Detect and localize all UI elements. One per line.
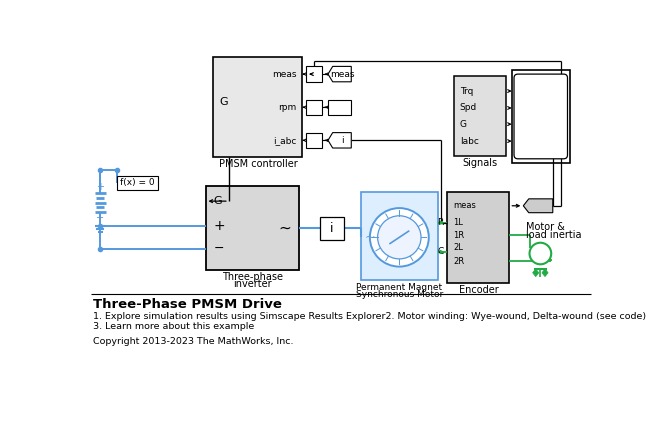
Polygon shape [533,269,539,277]
Bar [307,133,322,148]
Bar [307,99,322,115]
Text: 3. Learn more about this example: 3. Learn more about this example [93,322,255,331]
Text: 1L: 1L [454,218,464,227]
Text: 2L: 2L [454,243,464,252]
Bar [328,99,351,115]
FancyBboxPatch shape [514,74,567,159]
Text: i: i [330,221,334,235]
Text: G: G [213,196,222,206]
Text: ~: ~ [278,221,291,235]
Bar [117,176,158,190]
Text: 1. Explore simulation results using Simscape Results Explorer2. Motor winding: W: 1. Explore simulation results using Sims… [93,312,646,321]
Text: meas: meas [529,201,553,210]
Text: inverter: inverter [233,279,271,289]
Text: meas: meas [330,70,354,79]
Polygon shape [523,199,553,212]
Text: i: i [340,136,343,145]
Text: ~: ~ [364,231,375,244]
Text: PMSM controller: PMSM controller [219,159,297,169]
Text: 1R: 1R [454,230,465,240]
Circle shape [378,216,421,259]
Bar [205,186,299,270]
Circle shape [529,243,551,264]
Text: Iabc: Iabc [460,136,479,146]
Bar [511,70,570,163]
Text: G: G [219,97,228,107]
Text: R: R [438,218,444,227]
Text: i_abc: i_abc [273,136,296,145]
Text: load inertia: load inertia [525,230,581,240]
Bar [319,217,344,240]
Polygon shape [328,133,351,148]
Text: Spd: Spd [460,103,477,113]
Polygon shape [542,269,548,277]
Text: f(x) = 0: f(x) = 0 [120,178,155,187]
Bar [448,192,509,283]
Text: Three-Phase PMSM Drive: Three-Phase PMSM Drive [93,298,282,311]
Text: Motor &: Motor & [525,221,565,232]
Text: Copyright 2013-2023 The MathWorks, Inc.: Copyright 2013-2023 The MathWorks, Inc. [93,337,294,346]
Bar [454,76,506,156]
Text: 2R: 2R [454,257,465,266]
Text: −: − [96,213,104,223]
Text: Encoder: Encoder [458,285,498,295]
Text: −: − [213,242,224,255]
Text: G: G [460,120,467,129]
Bar [307,66,322,82]
Text: ⧔: ⧔ [533,249,545,258]
Text: meas: meas [454,201,476,210]
Text: rpm: rpm [278,103,296,112]
Text: meas: meas [272,70,296,79]
Text: +: + [96,182,104,192]
Text: C: C [438,247,444,256]
Text: Signals: Signals [462,159,497,168]
Text: Synchronous Motor: Synchronous Motor [356,290,443,299]
Text: Three-phase: Three-phase [221,272,283,282]
Text: Trq: Trq [460,87,473,96]
Text: +: + [213,219,225,233]
Bar [213,57,303,157]
Bar [360,192,438,280]
Text: Permanent Magnet: Permanent Magnet [356,283,442,292]
Circle shape [370,208,429,266]
Polygon shape [328,66,351,82]
